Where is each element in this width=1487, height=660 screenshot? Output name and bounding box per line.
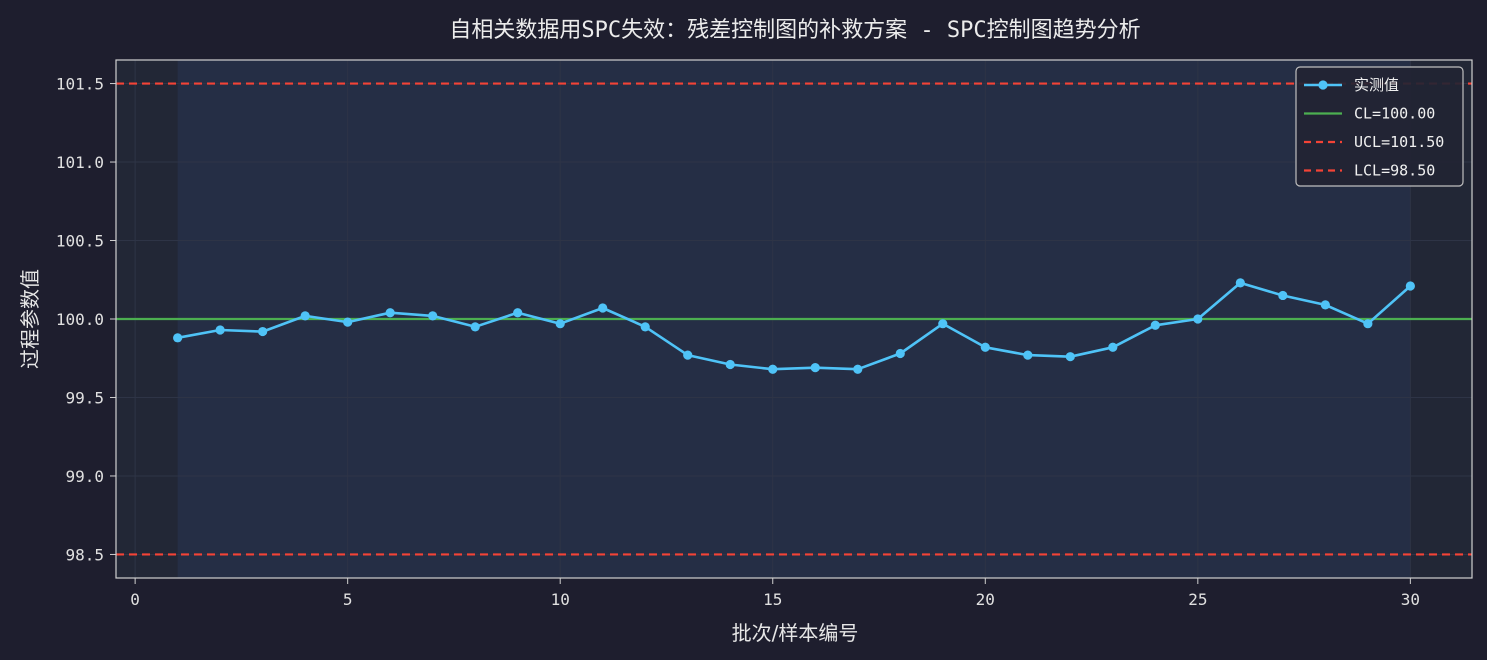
data-point [598,303,608,313]
data-point [895,348,905,359]
y-tick-label: 99.0 [65,467,104,486]
series-line [177,281,1412,371]
chart-title: 自相关数据用SPC失效：残差控制图的补救方案 - SPC控制图趋势分析 [449,18,1140,43]
data-point [555,319,565,329]
data-point [980,342,990,352]
data-point [258,326,268,337]
legend: 实测值 CL=100.00 UCL=101.50 LCL=98.50 [1295,66,1464,187]
x-tick-label: 20 [976,590,995,609]
legend-box [1295,66,1464,187]
legend-marker [1318,80,1328,90]
data-point [1150,320,1160,330]
data-point [1278,290,1288,301]
data-point [853,364,863,374]
x-tick-label: 10 [551,590,570,609]
x-tick-label: 5 [343,590,353,609]
data-point [768,364,778,374]
data-point [725,359,735,370]
y-axis-title: 过程参数值 [18,269,42,369]
legend-label: CL=100.00 [1354,105,1435,123]
data-point [428,311,438,321]
legend-label: LCL=98.50 [1354,162,1435,180]
x-axis-title: 批次/样本编号 [732,621,859,645]
data-point [300,311,310,321]
data-point [683,350,693,360]
legend-label: UCL=101.50 [1354,133,1444,151]
data-point [640,322,650,332]
x-tick-label: 0 [130,590,140,609]
data-point [470,322,480,332]
y-tick-label: 100.5 [56,232,104,251]
y-tick-label: 101.5 [56,75,104,94]
data-point [173,333,183,343]
legend-label: 实测值 [1354,76,1399,94]
y-tick-label: 99.5 [65,388,104,407]
data-point [513,308,523,318]
x-tick-label: 25 [1188,590,1207,609]
y-tick-label: 98.5 [65,545,104,564]
y-tick-label: 101.0 [56,153,104,172]
data-point [1065,352,1075,362]
data-point [1108,342,1118,352]
data-point [343,317,353,327]
data-point [1193,314,1203,324]
y-tick-label: 100.0 [56,310,104,329]
x-tick-label: 15 [763,590,782,609]
plot-layer: 0 5 10 15 20 25 30 98.5 99.0 99.5 100.0 100.5 101.0 1… [56,59,1473,609]
data-point [215,325,225,335]
data-point [1235,278,1245,288]
data-point [1023,350,1033,360]
data-point [810,363,820,373]
data-point [938,319,948,329]
x-tick-label: 30 [1401,590,1420,609]
data-point [385,308,395,318]
data-point [1320,300,1330,310]
data-point [1405,281,1415,291]
data-point [1363,319,1373,329]
